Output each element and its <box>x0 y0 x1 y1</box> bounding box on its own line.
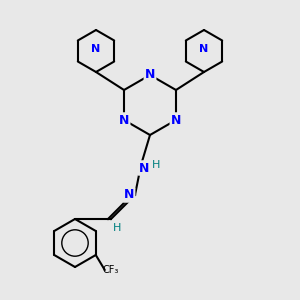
Text: H: H <box>152 160 160 170</box>
Text: N: N <box>119 113 129 127</box>
Text: H: H <box>113 223 121 233</box>
Text: N: N <box>171 113 181 127</box>
Text: N: N <box>200 44 208 55</box>
Text: N: N <box>145 68 155 82</box>
Text: N: N <box>139 161 149 175</box>
Text: CF₃: CF₃ <box>103 265 119 275</box>
Text: N: N <box>92 44 100 55</box>
Text: N: N <box>124 188 134 202</box>
